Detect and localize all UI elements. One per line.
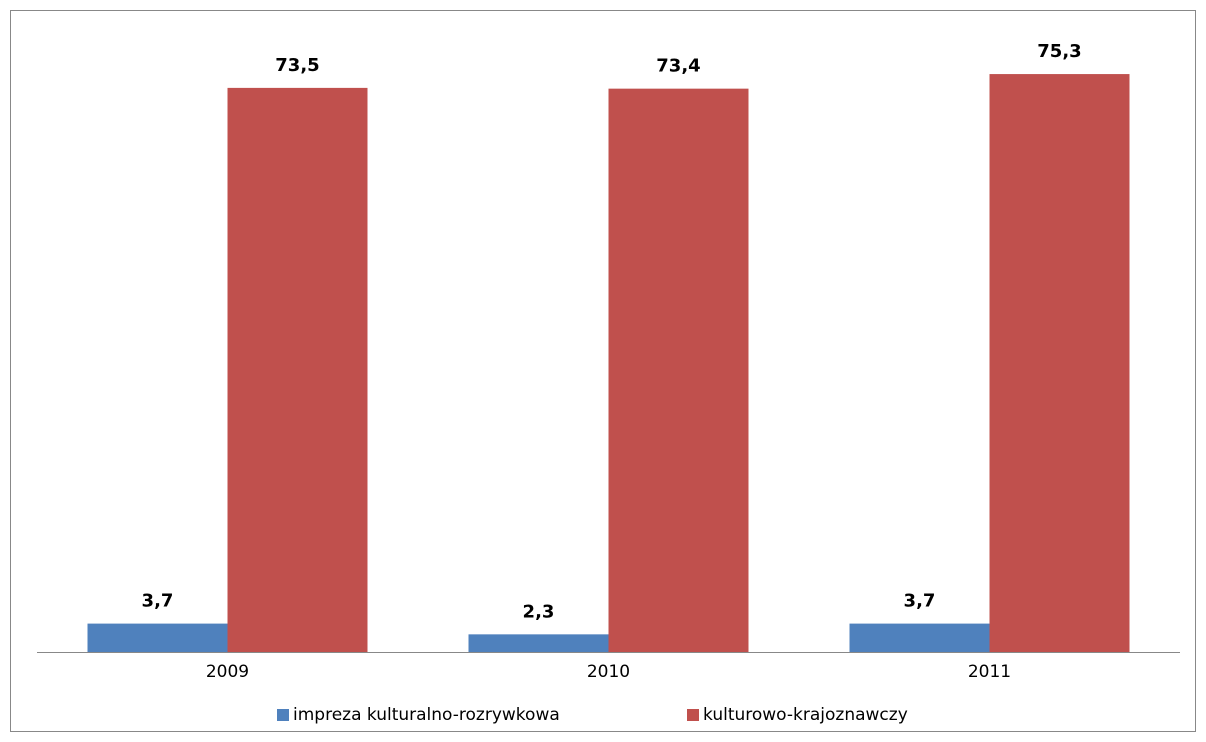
bar	[608, 88, 749, 652]
bar	[87, 623, 228, 652]
legend-label: kulturowo-krajoznawczy	[703, 705, 908, 725]
legend-swatch	[277, 709, 289, 721]
data-label: 73,4	[656, 56, 700, 77]
x-tick-label: 2010	[587, 662, 630, 682]
bar	[468, 634, 609, 652]
data-label: 3,7	[904, 591, 936, 612]
bar	[989, 74, 1130, 652]
legend-swatch	[687, 709, 699, 721]
x-tick-label: 2009	[206, 662, 249, 682]
bar	[849, 623, 990, 652]
data-label: 75,3	[1037, 41, 1081, 62]
legend-label: impreza kulturalno-rozrywkowa	[293, 705, 560, 725]
data-label: 3,7	[142, 591, 174, 612]
bar	[227, 87, 368, 652]
x-tick-label: 2011	[968, 662, 1011, 682]
data-label: 73,5	[275, 55, 319, 76]
data-label: 2,3	[523, 601, 555, 622]
